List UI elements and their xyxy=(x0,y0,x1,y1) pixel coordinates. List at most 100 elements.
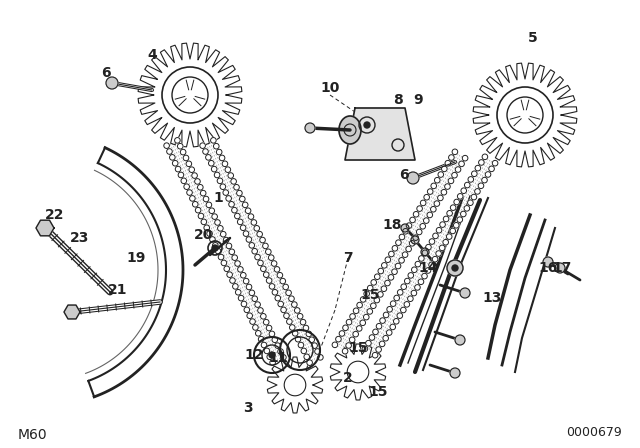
Circle shape xyxy=(441,190,447,195)
Text: 21: 21 xyxy=(108,283,128,297)
Circle shape xyxy=(195,207,201,213)
Circle shape xyxy=(275,295,280,301)
Circle shape xyxy=(392,269,397,275)
Circle shape xyxy=(181,178,187,184)
Circle shape xyxy=(184,184,189,190)
Text: 12: 12 xyxy=(244,348,264,362)
Circle shape xyxy=(404,278,410,284)
Circle shape xyxy=(278,349,284,354)
Circle shape xyxy=(192,173,197,178)
Polygon shape xyxy=(36,220,54,236)
Circle shape xyxy=(367,309,372,314)
Circle shape xyxy=(216,149,222,155)
Circle shape xyxy=(410,241,415,246)
Circle shape xyxy=(220,155,225,161)
Circle shape xyxy=(372,353,378,358)
Circle shape xyxy=(425,267,431,273)
Circle shape xyxy=(380,341,385,347)
Circle shape xyxy=(246,237,252,242)
Circle shape xyxy=(214,143,219,149)
Circle shape xyxy=(381,263,387,268)
Circle shape xyxy=(381,286,387,292)
Circle shape xyxy=(209,160,214,166)
Circle shape xyxy=(295,336,301,342)
Text: 15: 15 xyxy=(368,385,388,399)
Circle shape xyxy=(426,244,431,250)
Circle shape xyxy=(452,149,458,155)
Circle shape xyxy=(278,301,284,307)
Circle shape xyxy=(399,234,404,240)
Circle shape xyxy=(238,295,244,301)
Circle shape xyxy=(239,196,245,202)
Circle shape xyxy=(247,313,253,319)
Circle shape xyxy=(394,319,399,324)
Circle shape xyxy=(200,190,206,196)
Circle shape xyxy=(244,307,250,313)
Circle shape xyxy=(266,249,271,254)
Circle shape xyxy=(283,284,289,290)
Circle shape xyxy=(228,202,234,207)
Circle shape xyxy=(264,272,269,277)
Circle shape xyxy=(342,349,348,354)
Circle shape xyxy=(237,267,243,272)
Circle shape xyxy=(223,237,229,243)
Circle shape xyxy=(445,184,451,190)
Text: 1: 1 xyxy=(213,191,223,205)
Circle shape xyxy=(211,138,216,143)
Circle shape xyxy=(260,266,266,271)
Circle shape xyxy=(408,296,413,302)
Circle shape xyxy=(232,207,237,213)
Circle shape xyxy=(220,184,226,190)
Circle shape xyxy=(424,218,429,224)
Circle shape xyxy=(255,331,261,336)
Circle shape xyxy=(454,223,459,228)
Circle shape xyxy=(390,324,396,330)
Circle shape xyxy=(332,342,338,348)
Circle shape xyxy=(180,149,186,155)
Circle shape xyxy=(353,332,358,337)
Circle shape xyxy=(243,231,249,237)
Circle shape xyxy=(471,194,477,200)
Circle shape xyxy=(300,319,306,325)
Text: 16: 16 xyxy=(538,261,557,275)
Circle shape xyxy=(261,342,267,348)
Circle shape xyxy=(211,166,217,172)
Text: 11: 11 xyxy=(268,351,288,365)
Text: 4: 4 xyxy=(147,48,157,62)
Circle shape xyxy=(401,307,406,313)
Circle shape xyxy=(489,166,494,172)
Circle shape xyxy=(206,202,212,208)
Circle shape xyxy=(258,308,263,313)
Circle shape xyxy=(468,200,473,206)
Circle shape xyxy=(455,335,465,345)
Circle shape xyxy=(307,360,312,366)
Circle shape xyxy=(451,205,456,211)
Circle shape xyxy=(335,336,341,342)
Circle shape xyxy=(298,342,304,348)
Circle shape xyxy=(303,325,308,331)
Circle shape xyxy=(166,149,172,154)
Circle shape xyxy=(204,225,209,231)
Circle shape xyxy=(287,319,292,324)
Circle shape xyxy=(392,246,397,251)
Circle shape xyxy=(413,211,419,217)
Circle shape xyxy=(417,229,422,235)
Circle shape xyxy=(482,177,487,183)
Circle shape xyxy=(442,166,447,172)
Circle shape xyxy=(339,331,345,336)
Circle shape xyxy=(421,248,429,256)
Circle shape xyxy=(226,196,232,201)
Circle shape xyxy=(364,122,370,128)
Text: 17: 17 xyxy=(552,261,572,275)
Circle shape xyxy=(217,178,223,184)
Circle shape xyxy=(237,190,242,196)
Circle shape xyxy=(250,319,255,324)
Circle shape xyxy=(277,272,283,278)
Circle shape xyxy=(436,251,442,256)
Circle shape xyxy=(403,252,408,258)
Circle shape xyxy=(284,313,289,319)
Circle shape xyxy=(274,267,280,272)
Circle shape xyxy=(462,155,468,161)
Circle shape xyxy=(209,208,214,214)
Circle shape xyxy=(232,284,238,289)
